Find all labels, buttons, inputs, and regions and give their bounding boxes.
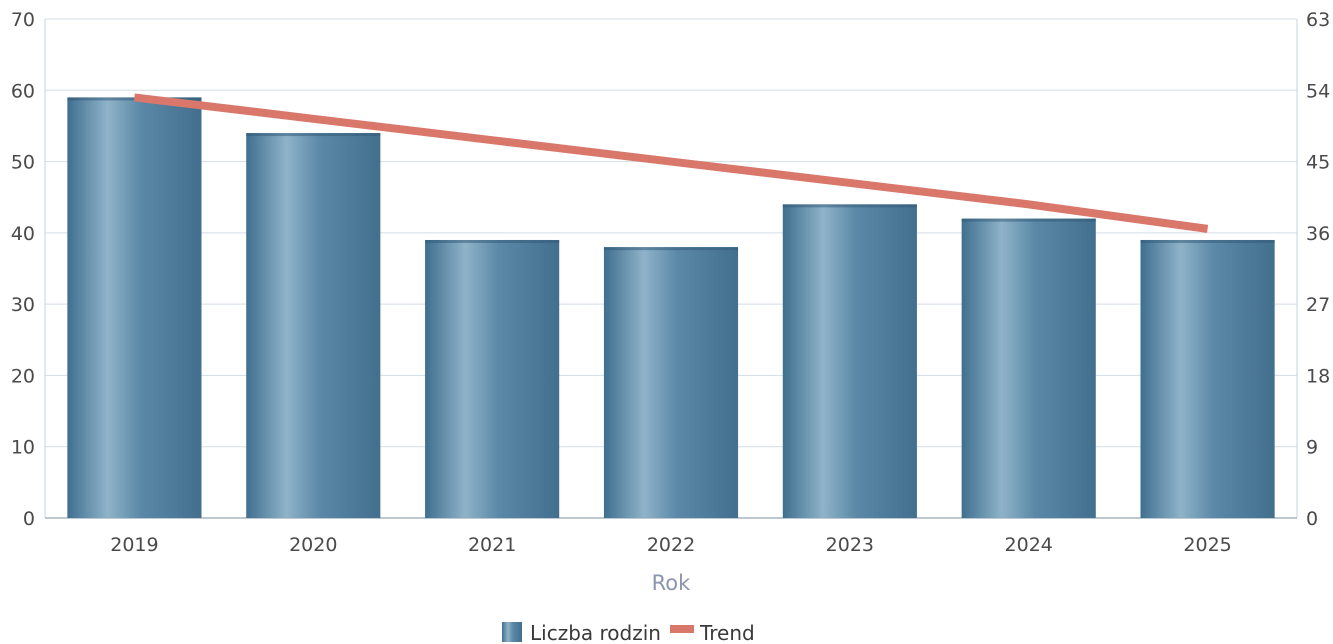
y-tick-label-right: 36: [1306, 223, 1330, 245]
y-axis-left: 0 10 20 30 40 50 60 70: [11, 9, 35, 530]
bar-series: [67, 97, 1275, 519]
bar: [1140, 239, 1275, 518]
y-tick-label-left: 60: [11, 80, 35, 102]
y-tick-label-right: 54: [1306, 80, 1330, 102]
bar: [603, 247, 739, 518]
x-tick-label: 2024: [1005, 534, 1053, 556]
bar-top-edge: [246, 133, 381, 137]
y-tick-label-left: 50: [11, 152, 35, 174]
y-tick-label-left: 40: [11, 223, 35, 245]
bar-top-edge: [961, 218, 1096, 222]
y-tick-label-right: 27: [1306, 294, 1330, 316]
bar: [67, 97, 202, 519]
x-tick-label: 2021: [468, 534, 516, 556]
bar: [961, 218, 1096, 518]
y-tick-label-right: 63: [1306, 9, 1330, 31]
y-tick-label-right: 0: [1306, 508, 1318, 530]
y-tick-label-right: 9: [1306, 437, 1318, 459]
x-tick-label: 2023: [826, 534, 874, 556]
x-axis-label: Rok: [652, 571, 691, 595]
bar-top-edge: [425, 239, 560, 243]
y-tick-label-left: 0: [23, 508, 35, 530]
legend-label-bars: Liczba rodzin: [530, 621, 661, 644]
x-tick-label: 2019: [110, 534, 158, 556]
y-tick-label-left: 30: [11, 294, 35, 316]
bar-top-edge: [782, 204, 917, 208]
x-tick-label: 2020: [289, 534, 337, 556]
legend-swatch-bars: [502, 622, 522, 642]
bar: [782, 204, 917, 519]
y-tick-label-left: 20: [11, 365, 35, 387]
bar: [425, 239, 560, 518]
y-tick-label-left: 70: [11, 9, 35, 31]
bar-top-edge: [1140, 239, 1275, 243]
trend-series: [133, 93, 1209, 233]
y-tick-label-right: 45: [1306, 152, 1330, 174]
y-axis-right: 0 9 18 27 36 45 54 63: [1306, 9, 1330, 530]
bar-top-edge: [603, 247, 739, 251]
y-tick-label-right: 18: [1306, 365, 1330, 387]
y-tick-label-left: 10: [11, 437, 35, 459]
legend: Liczba rodzin Trend: [502, 621, 755, 644]
bar: [246, 133, 381, 519]
legend-swatch-trend: [670, 625, 694, 633]
x-tick-label: 2025: [1183, 534, 1231, 556]
x-axis: 2019 2020 2021 2022 2023 2024 2025: [110, 534, 1232, 556]
legend-label-trend: Trend: [699, 621, 755, 644]
x-tick-label: 2022: [647, 534, 695, 556]
trend-line: [133, 93, 1209, 233]
